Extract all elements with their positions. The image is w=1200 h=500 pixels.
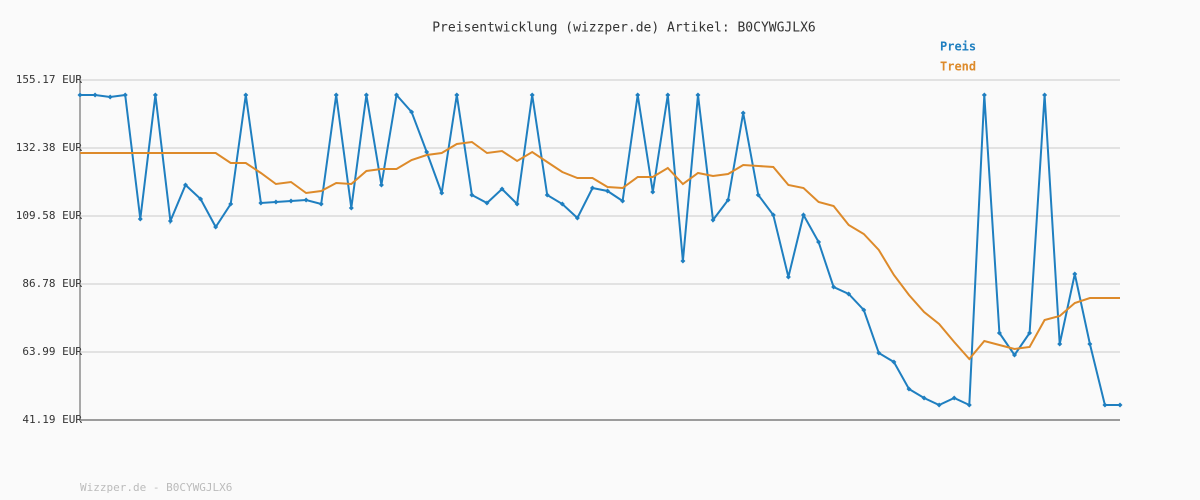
- point: [1102, 402, 1108, 408]
- point: [167, 218, 173, 224]
- point: [409, 109, 415, 115]
- point: [183, 182, 189, 188]
- legend-label: Trend: [940, 60, 976, 74]
- point: [1057, 341, 1063, 347]
- point: [620, 198, 626, 204]
- point: [1027, 330, 1033, 336]
- point: [816, 239, 822, 245]
- point: [1087, 341, 1093, 347]
- point: [152, 92, 158, 98]
- y-tick-label: 109.58 EUR: [16, 209, 83, 222]
- point: [710, 217, 716, 223]
- chart-title: Preisentwicklung (wizzper.de) Artikel: B…: [432, 21, 816, 36]
- point: [499, 186, 505, 192]
- point: [966, 402, 972, 408]
- point: [378, 182, 384, 188]
- point: [1072, 271, 1078, 277]
- point: [454, 92, 460, 98]
- point: [831, 284, 837, 290]
- point: [921, 395, 927, 401]
- y-tick-label: 132.38 EUR: [16, 141, 83, 154]
- point: [303, 197, 309, 203]
- point: [725, 197, 731, 203]
- point: [740, 110, 746, 116]
- point: [846, 291, 852, 297]
- point: [122, 92, 128, 98]
- point: [665, 92, 671, 98]
- point: [484, 200, 490, 206]
- point: [198, 196, 204, 202]
- point: [424, 149, 430, 155]
- point: [680, 258, 686, 264]
- point: [77, 92, 83, 98]
- series-line: [80, 140, 1120, 361]
- point: [996, 330, 1002, 336]
- y-tick-label: 155.17 EUR: [16, 73, 83, 86]
- point: [363, 92, 369, 98]
- point: [559, 201, 565, 207]
- point: [951, 395, 957, 401]
- point: [348, 205, 354, 211]
- y-tick-label: 86.78 EUR: [22, 277, 82, 290]
- point: [107, 94, 113, 100]
- point: [213, 224, 219, 230]
- point: [273, 199, 279, 205]
- point: [589, 185, 595, 191]
- point: [981, 92, 987, 98]
- point: [1117, 402, 1123, 408]
- point: [936, 402, 942, 408]
- point: [258, 200, 264, 206]
- point: [785, 274, 791, 280]
- point: [394, 92, 400, 98]
- point: [800, 212, 806, 218]
- point: [288, 198, 294, 204]
- point: [514, 201, 520, 207]
- point: [861, 307, 867, 313]
- point: [650, 189, 656, 195]
- point: [876, 350, 882, 356]
- point: [1011, 352, 1017, 358]
- footer: Wizzper.de - B0CYWGJLX6: [80, 481, 232, 494]
- point: [544, 192, 550, 198]
- point: [137, 216, 143, 222]
- point: [891, 359, 897, 365]
- point: [695, 92, 701, 98]
- y-tick-label: 63.99 EUR: [22, 345, 82, 358]
- point: [439, 190, 445, 196]
- point: [92, 92, 98, 98]
- point: [529, 92, 535, 98]
- point: [755, 192, 761, 198]
- series-line: [80, 92, 1120, 407]
- point: [228, 201, 234, 207]
- point: [243, 92, 249, 98]
- point: [906, 386, 912, 392]
- point: [635, 92, 641, 98]
- point: [318, 201, 324, 207]
- y-tick-label: 41.19 EUR: [22, 413, 82, 426]
- point: [605, 188, 611, 194]
- point: [574, 215, 580, 221]
- point: [469, 192, 475, 198]
- legend-label: Preis: [940, 40, 976, 54]
- point: [333, 92, 339, 98]
- point: [770, 212, 776, 218]
- point: [1042, 92, 1048, 98]
